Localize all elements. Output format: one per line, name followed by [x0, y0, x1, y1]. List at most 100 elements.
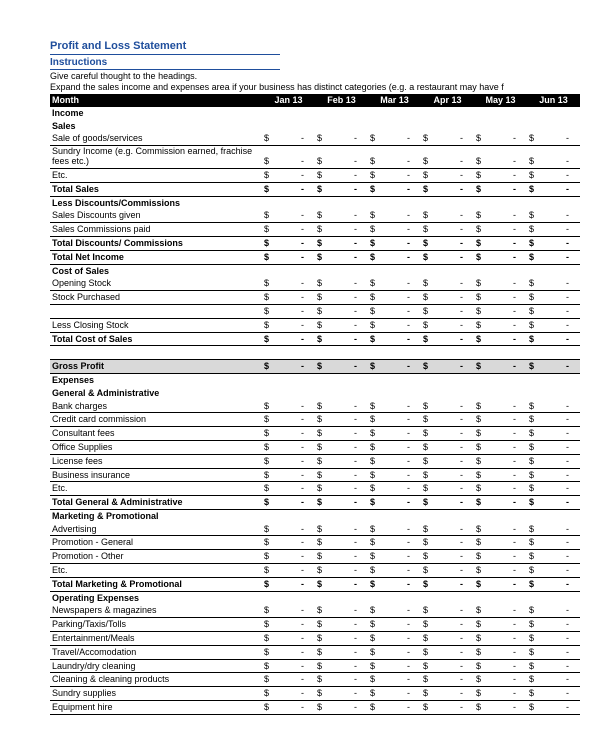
amount-cell: $- [474, 168, 527, 182]
row-label: Less Discounts/Commissions [50, 196, 262, 209]
amount-cell: $- [527, 645, 580, 659]
row-label: Sundry supplies [50, 687, 262, 701]
table-row: Equipment hire$-$-$-$-$-$- [50, 701, 580, 715]
amount-cell: $- [421, 413, 474, 427]
row-label: Travel/Accomodation [50, 645, 262, 659]
amount-cell: $- [262, 701, 315, 715]
table-row: Total Sales$-$-$-$-$-$- [50, 182, 580, 196]
table-row: Office Supplies$-$-$-$-$-$- [50, 440, 580, 454]
amount-cell: $- [368, 523, 421, 536]
amount-cell: $- [368, 632, 421, 646]
amount-cell: $- [262, 400, 315, 413]
amount-cell: $- [527, 182, 580, 196]
amount-cell: $- [527, 413, 580, 427]
col-header: Jun 13 [527, 94, 580, 107]
amount-cell: $- [315, 182, 368, 196]
amount-cell: $- [368, 496, 421, 510]
amount-cell: $- [527, 209, 580, 222]
instruction-line: Expand the sales income and expenses are… [50, 82, 580, 92]
amount-cell: $- [368, 440, 421, 454]
amount-cell: $- [368, 687, 421, 701]
amount-cell: $- [421, 468, 474, 482]
amount-cell: $- [421, 454, 474, 468]
amount-cell: $- [262, 236, 315, 250]
row-label: Office Supplies [50, 440, 262, 454]
amount-cell: $- [262, 468, 315, 482]
table-row: Etc.$-$-$-$-$-$- [50, 168, 580, 182]
row-label: Equipment hire [50, 701, 262, 715]
amount-cell: $- [527, 236, 580, 250]
amount-cell: $- [474, 277, 527, 290]
amount-cell: $- [315, 223, 368, 237]
table-row: Parking/Taxis/Tolls$-$-$-$-$-$- [50, 618, 580, 632]
amount-cell: $- [474, 146, 527, 169]
amount-cell: $- [315, 618, 368, 632]
amount-cell: $- [368, 618, 421, 632]
amount-cell: $- [421, 673, 474, 687]
amount-cell: $- [527, 427, 580, 441]
amount-cell: $- [474, 332, 527, 346]
amount-cell: $- [262, 132, 315, 145]
amount-cell: $- [474, 645, 527, 659]
amount-cell: $- [474, 673, 527, 687]
amount-cell: $- [368, 400, 421, 413]
amount-cell: $- [421, 618, 474, 632]
amount-cell: $- [368, 701, 421, 715]
table-row: Marketing & Promotional [50, 509, 580, 522]
amount-cell: $- [262, 291, 315, 305]
amount-cell: $- [368, 304, 421, 318]
amount-cell: $- [474, 223, 527, 237]
amount-cell: $- [262, 482, 315, 496]
amount-cell: $- [368, 564, 421, 578]
amount-cell: $- [368, 413, 421, 427]
amount-cell: $- [262, 146, 315, 169]
table-row: Total Cost of Sales$-$-$-$-$-$- [50, 332, 580, 346]
amount-cell: $- [315, 209, 368, 222]
amount-cell: $- [368, 645, 421, 659]
amount-cell: $- [474, 291, 527, 305]
row-label: Promotion - Other [50, 550, 262, 564]
table-row: Opening Stock$-$-$-$-$-$- [50, 277, 580, 290]
instruction-line: Give careful thought to the headings. [50, 71, 580, 81]
amount-cell: $- [527, 304, 580, 318]
row-label: License fees [50, 454, 262, 468]
amount-cell: $- [474, 468, 527, 482]
amount-cell: $- [527, 523, 580, 536]
col-header: Feb 13 [315, 94, 368, 107]
table-row: Less Discounts/Commissions [50, 196, 580, 209]
amount-cell: $- [315, 536, 368, 550]
table-row: Laundry/dry cleaning$-$-$-$-$-$- [50, 659, 580, 673]
table-row: Advertising$-$-$-$-$-$- [50, 523, 580, 536]
amount-cell: $- [262, 427, 315, 441]
row-label: Income [50, 107, 262, 120]
amount-cell: $- [368, 673, 421, 687]
amount-cell: $- [368, 332, 421, 346]
amount-cell: $- [262, 182, 315, 196]
amount-cell: $- [315, 482, 368, 496]
row-label: Sale of goods/services [50, 132, 262, 145]
row-label: Expenses [50, 373, 262, 386]
amount-cell: $- [315, 496, 368, 510]
amount-cell: $- [527, 604, 580, 617]
col-header: Apr 13 [421, 94, 474, 107]
page-title: Profit and Loss Statement [50, 40, 280, 55]
row-label: General & Administrative [50, 387, 262, 400]
row-label: Opening Stock [50, 277, 262, 290]
amount-cell: $- [474, 482, 527, 496]
amount-cell: $- [474, 659, 527, 673]
table-row: Sales Commissions paid$-$-$-$-$-$- [50, 223, 580, 237]
amount-cell: $- [474, 132, 527, 145]
table-row: Total Marketing & Promotional$-$-$-$-$-$… [50, 577, 580, 591]
table-row: Gross Profit$-$-$-$-$-$- [50, 360, 580, 374]
amount-cell: $- [527, 132, 580, 145]
amount-cell: $- [262, 577, 315, 591]
table-row: $-$-$-$-$-$- [50, 304, 580, 318]
amount-cell: $- [368, 577, 421, 591]
instructions-heading: Instructions [50, 57, 280, 70]
amount-cell: $- [421, 291, 474, 305]
amount-cell: $- [262, 168, 315, 182]
row-label: Total Discounts/ Commissions [50, 236, 262, 250]
amount-cell: $- [527, 482, 580, 496]
table-row: License fees$-$-$-$-$-$- [50, 454, 580, 468]
amount-cell: $- [421, 536, 474, 550]
